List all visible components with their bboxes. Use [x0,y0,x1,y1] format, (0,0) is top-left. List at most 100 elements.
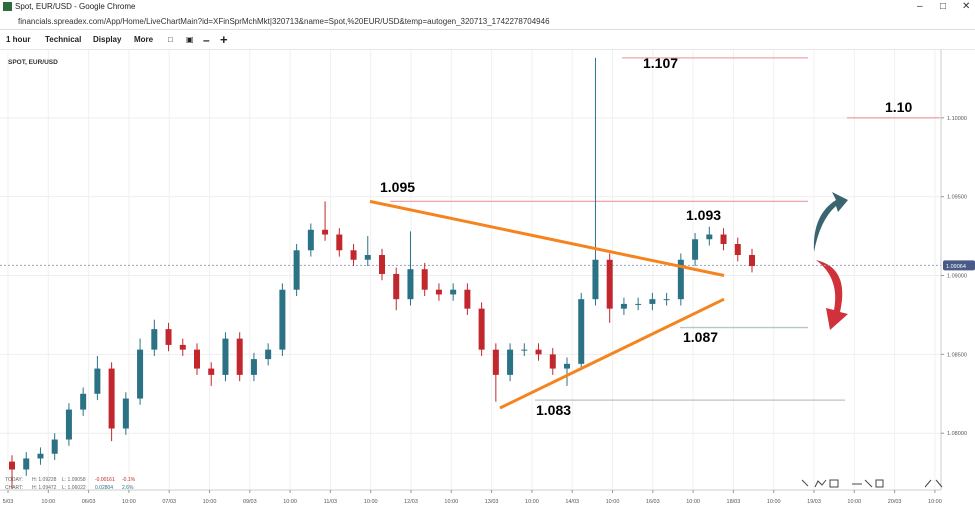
candle-body [379,255,385,274]
x-tick-label: 10:00 [444,499,458,505]
candle-body [535,349,542,355]
annotation: 1.083 [536,402,571,418]
chart-title: SPOT, EUR/USD [8,59,58,66]
x-tick-label: 10:00 [847,499,861,505]
info-label: CHART: [5,485,23,491]
candle-body [307,229,314,251]
price-tag-label: 1.09064 [946,264,966,270]
x-tick-label: 16/03 [646,499,660,505]
candle-body [663,299,670,301]
candle-body [692,239,699,260]
x-tick-label: 10:00 [525,499,539,505]
y-tick-label: 1.09500 [947,195,967,201]
down-arrow [816,260,848,330]
info-value: 2.6% [122,485,134,491]
candle-body [9,461,15,470]
candle-body [421,269,428,290]
candle-body [393,273,400,300]
candle-body [94,368,101,394]
annotation: 1.093 [686,207,721,223]
trend-line [499,297,725,410]
candle-body [677,259,684,300]
x-tick-label: 10:00 [928,499,942,505]
url: financials.spreadex.com/App/Home/LiveCha… [18,17,550,26]
zoom-in[interactable]: + [220,32,228,47]
x-tick-label: 18/03 [727,499,741,505]
address-bar[interactable]: financials.spreadex.com/App/Home/LiveCha… [0,14,975,30]
x-tick-label: 12/03 [404,499,418,505]
x-tick-label: 10:00 [203,499,217,505]
y-tick-label: 1.08500 [947,352,967,358]
x-tick-label: 5/03 [3,499,14,505]
close-button[interactable]: ✕ [962,1,971,12]
x-tick-label: 10:00 [767,499,781,505]
chart-toolbar: 1 hour Technical Display More □ ▣ – + [0,31,975,50]
x-tick-label: 06/03 [82,499,96,505]
candle-body [65,409,72,440]
candle-body [578,299,585,364]
candle-body [108,368,115,429]
toolbar-button[interactable]: Display [93,35,122,44]
candle-body [407,269,414,300]
x-tick-label: 19/03 [807,499,821,505]
candle-body [336,234,343,251]
x-tick-label: 10:00 [364,499,378,505]
candle-body [549,354,556,369]
info-value: L: 1.06022 [62,485,86,491]
x-tick-label: 10:00 [606,499,620,505]
trend-line [369,199,725,277]
zoom-out[interactable]: – [203,33,210,47]
candle-body [222,338,229,375]
window-titlebar: Spot, EUR/USD - Google Chrome – □ ✕ [0,0,975,14]
window-title: Spot, EUR/USD - Google Chrome [15,2,136,11]
x-tick-label: 11/03 [324,499,337,505]
drawing-tools[interactable] [801,479,943,488]
candle-body [592,259,599,300]
x-tick-label: 09/03 [243,499,257,505]
candle-body [80,393,87,410]
up-arrow [813,192,848,252]
toolbar-button[interactable]: More [134,35,154,44]
minimize-button[interactable]: – [917,1,923,12]
x-tick-label: 10:00 [283,499,297,505]
candle-body [37,453,44,459]
info-value: L: 1.09058 [62,477,86,483]
candle-body [279,289,286,350]
candle-body [649,299,656,304]
save-icon[interactable]: ▣ [186,35,194,44]
open-icon[interactable]: □ [168,35,173,44]
candle-body [23,458,30,470]
x-tick-label: 13/03 [485,499,499,505]
candle-body [492,349,499,375]
candle-body [706,234,713,240]
y-tick-label: 1.10000 [947,116,967,122]
candle-body [606,259,613,309]
annotation: 1.10 [885,99,912,115]
candle-body [734,243,741,256]
site-icon [3,2,12,11]
candle-body [635,303,642,305]
toolbar-button[interactable]: 1 hour [6,35,31,44]
annotation: 1.087 [683,329,718,345]
candle-body [122,398,129,429]
candle-body [265,349,272,360]
x-tick-label: 10:00 [41,499,55,505]
x-tick-label: 10:00 [122,499,136,505]
maximize-button[interactable]: □ [940,1,947,12]
candle-body [521,349,528,351]
x-tick-label: 10:00 [686,499,700,505]
x-tick-label: 14/03 [565,499,579,505]
candle-body [364,255,371,260]
x-tick-label: 20/03 [888,499,902,505]
candle-body [720,234,727,244]
info-value: 0.02804 [95,485,113,491]
candle-body [350,250,357,260]
toolbar-button[interactable]: Technical [45,35,82,44]
candle-body [322,229,329,235]
candle-body [151,329,158,350]
x-tick-label: 07/03 [162,499,176,505]
candle-body [179,344,186,350]
candle-body [478,308,485,350]
candle-body [564,363,570,369]
